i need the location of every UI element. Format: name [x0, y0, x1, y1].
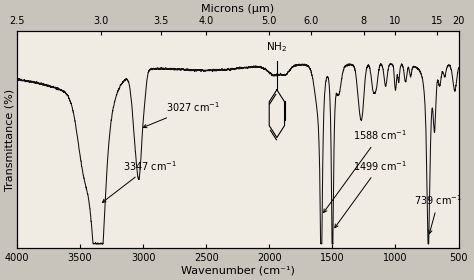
Y-axis label: Transmittance (%): Transmittance (%)	[4, 89, 14, 191]
Text: 3027 cm$^{-1}$: 3027 cm$^{-1}$	[143, 100, 220, 128]
Text: 1499 cm$^{-1}$: 1499 cm$^{-1}$	[335, 159, 407, 228]
X-axis label: Wavenumber (cm⁻¹): Wavenumber (cm⁻¹)	[181, 266, 295, 276]
Text: 3347 cm$^{-1}$: 3347 cm$^{-1}$	[102, 159, 177, 202]
Text: 1588 cm$^{-1}$: 1588 cm$^{-1}$	[324, 129, 407, 213]
Text: NH$_2$: NH$_2$	[266, 40, 287, 54]
Text: 739 cm$^{-1}$: 739 cm$^{-1}$	[414, 193, 463, 234]
X-axis label: Microns (μm): Microns (μm)	[201, 4, 274, 14]
